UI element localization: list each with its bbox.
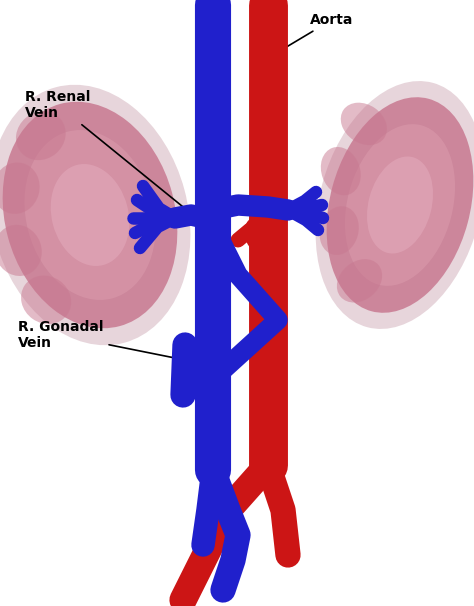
Ellipse shape	[0, 225, 42, 276]
Ellipse shape	[319, 206, 359, 255]
Ellipse shape	[367, 156, 433, 253]
Ellipse shape	[341, 102, 387, 145]
Ellipse shape	[0, 162, 40, 214]
Text: Aorta: Aorta	[275, 13, 354, 53]
Ellipse shape	[321, 147, 361, 195]
Ellipse shape	[3, 102, 177, 328]
Ellipse shape	[21, 276, 71, 324]
Ellipse shape	[337, 259, 382, 302]
Text: R. Gonadal
Vein: R. Gonadal Vein	[18, 320, 182, 359]
Ellipse shape	[316, 81, 474, 329]
Ellipse shape	[345, 124, 455, 286]
Ellipse shape	[327, 97, 474, 313]
Ellipse shape	[0, 85, 191, 345]
Text: R. Renal
Vein: R. Renal Vein	[25, 90, 191, 213]
Ellipse shape	[25, 130, 155, 300]
Ellipse shape	[16, 112, 66, 160]
Ellipse shape	[51, 164, 129, 266]
